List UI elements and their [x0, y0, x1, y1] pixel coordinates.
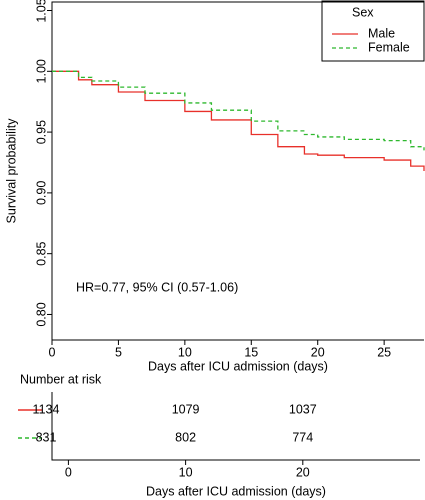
y-axis-label: Survival probability [4, 118, 18, 224]
y-tick-label: 1.00 [34, 59, 48, 83]
survival-curve [52, 70, 425, 151]
y-tick-label: 0.95 [34, 120, 48, 144]
risk-axis [51, 392, 420, 461]
risk-count: 802 [175, 430, 196, 444]
risk-count: 1037 [289, 402, 317, 416]
risk-count: 774 [292, 430, 313, 444]
legend-label: Female [368, 40, 410, 54]
x-tick-label: 15 [244, 345, 258, 359]
survival-curve [52, 70, 425, 171]
risk-table-title: Number at risk [20, 372, 102, 386]
risk-x-axis-label: Days after ICU admission (days) [146, 484, 326, 498]
plot-frame [51, 1, 424, 341]
risk-count: 831 [36, 430, 57, 444]
legend-title: Sex [352, 5, 374, 19]
x-tick-label: 5 [115, 345, 122, 359]
x-tick-label: 20 [311, 345, 325, 359]
x-tick-label: 0 [49, 345, 56, 359]
x-axis-label: Days after ICU admission (days) [148, 359, 328, 373]
legend-label: Male [368, 26, 395, 40]
y-tick-label: 0.90 [34, 181, 48, 205]
x-tick-label: 10 [178, 345, 192, 359]
x-tick-label: 25 [377, 345, 391, 359]
risk-x-tick-label: 0 [65, 465, 72, 479]
risk-x-tick-label: 10 [179, 465, 193, 479]
y-tick-label: 0.85 [34, 241, 48, 265]
risk-x-tick-label: 20 [296, 465, 310, 479]
risk-count: 1134 [33, 402, 60, 416]
y-tick-label: 1.05 [34, 0, 48, 23]
risk-count: 1079 [172, 402, 200, 416]
legend-box [321, 0, 425, 62]
annotation: HR=0.77, 95% CI (0.57-1.06) [76, 280, 238, 294]
y-tick-label: 0.80 [34, 302, 48, 326]
